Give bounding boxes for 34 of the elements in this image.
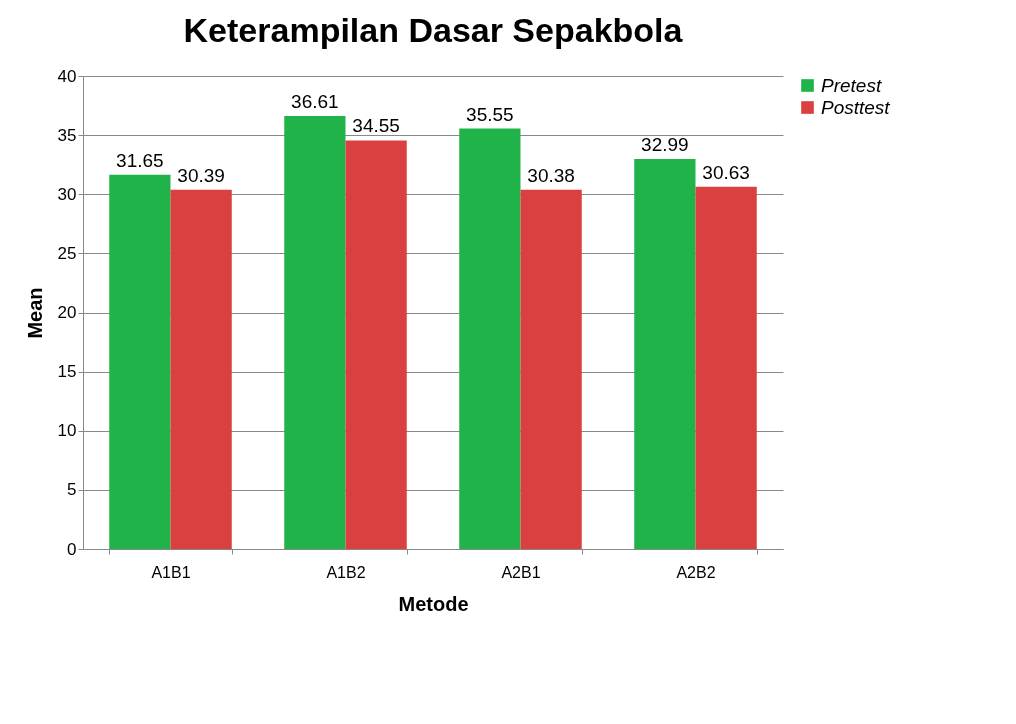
- bar: [459, 128, 521, 549]
- x-axis-title: Metode: [398, 592, 469, 615]
- data-label: 30.39: [177, 164, 225, 186]
- y-tick-label: 0: [67, 539, 77, 559]
- y-tick-label: 30: [57, 184, 77, 204]
- bar: [695, 186, 757, 549]
- x-tick-label: A1B1: [151, 563, 191, 581]
- bar: [170, 189, 232, 549]
- y-tick-label: 35: [57, 125, 77, 145]
- data-label: 30.38: [527, 164, 575, 186]
- legend-label: Posttest: [821, 96, 891, 118]
- data-label: 30.63: [702, 161, 750, 183]
- y-tick-label: 5: [67, 480, 77, 500]
- y-tick-label: 15: [57, 362, 77, 382]
- y-axis-title: Mean: [23, 287, 46, 339]
- bar: [520, 189, 582, 549]
- data-label: 34.55: [352, 115, 400, 137]
- y-tick-label: 25: [57, 243, 77, 263]
- data-label: 32.99: [641, 133, 689, 155]
- chart-title: Keterampilan Dasar Sepakbola: [183, 11, 684, 49]
- legend-label: Pretest: [821, 74, 882, 96]
- y-tick-label: 20: [57, 303, 77, 322]
- y-tick-label: 10: [57, 421, 77, 441]
- bar: [284, 116, 346, 549]
- y-tick-label: 40: [57, 66, 77, 86]
- x-tick-label: A2B2: [676, 563, 716, 581]
- data-label: 31.65: [116, 149, 164, 171]
- bar: [109, 174, 171, 549]
- data-label: 36.61: [291, 91, 339, 113]
- bar: [345, 140, 407, 549]
- x-tick-label: A1B2: [326, 563, 366, 581]
- data-label: 35.55: [466, 103, 514, 125]
- bar: [634, 158, 696, 549]
- x-tick-label: A2B1: [501, 563, 541, 581]
